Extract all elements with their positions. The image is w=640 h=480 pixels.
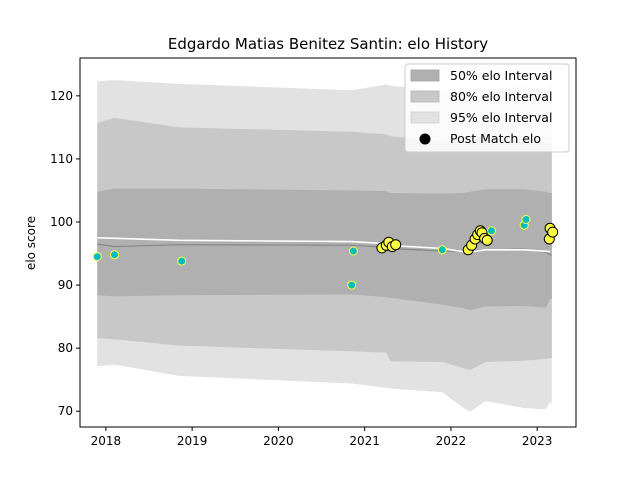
legend-marker-post-match bbox=[419, 133, 431, 145]
legend-swatch-95 bbox=[410, 111, 440, 124]
x-tick-label: 2018 bbox=[91, 434, 122, 448]
legend-label-post-match: Post Match elo bbox=[450, 131, 541, 146]
chart-title: Edgardo Matias Benitez Santin: elo Histo… bbox=[168, 35, 488, 53]
x-tick-label: 2019 bbox=[177, 434, 208, 448]
y-axis: 70 80 90 100 110 120 bbox=[50, 89, 80, 418]
match-point bbox=[521, 215, 531, 224]
x-tick-label: 2023 bbox=[522, 434, 553, 448]
data-points bbox=[92, 215, 559, 290]
y-tick-label: 70 bbox=[58, 404, 73, 418]
trend-lines bbox=[97, 237, 552, 256]
legend-label-95: 95% elo Interval bbox=[450, 110, 552, 125]
match-point bbox=[347, 280, 357, 290]
post-match-trend-line bbox=[97, 237, 551, 254]
match-point bbox=[437, 245, 447, 255]
band-50 bbox=[97, 188, 552, 311]
plot-frame bbox=[79, 57, 577, 428]
legend-swatch-80 bbox=[410, 90, 440, 103]
y-tick-label: 80 bbox=[58, 341, 73, 355]
match-point bbox=[110, 250, 119, 260]
y-tick-label: 110 bbox=[50, 152, 73, 166]
x-tick-label: 2022 bbox=[436, 434, 467, 448]
interval-bands bbox=[97, 80, 552, 412]
x-axis: 2018 2019 2020 2021 2022 2023 bbox=[91, 427, 553, 448]
y-axis-label: elo score bbox=[24, 216, 38, 270]
x-tick-label: 2021 bbox=[349, 434, 380, 448]
y-tick-label: 90 bbox=[58, 278, 73, 292]
post-match-point bbox=[390, 239, 402, 251]
post-match-point bbox=[547, 226, 559, 238]
match-point bbox=[92, 252, 102, 262]
legend: 50% elo Interval 80% elo Interval 95% el… bbox=[404, 63, 570, 153]
legend-box bbox=[404, 63, 570, 153]
legend-label-50: 50% elo Interval bbox=[450, 68, 552, 83]
post-match-point bbox=[481, 234, 493, 246]
legend-label-80: 80% elo Interval bbox=[450, 89, 552, 104]
match-point bbox=[487, 226, 496, 236]
legend-swatch-50 bbox=[410, 69, 440, 82]
match-point bbox=[348, 246, 358, 256]
y-tick-label: 100 bbox=[50, 215, 73, 229]
x-tick-label: 2020 bbox=[263, 434, 294, 448]
match-point bbox=[177, 256, 187, 266]
y-tick-label: 120 bbox=[50, 89, 73, 103]
